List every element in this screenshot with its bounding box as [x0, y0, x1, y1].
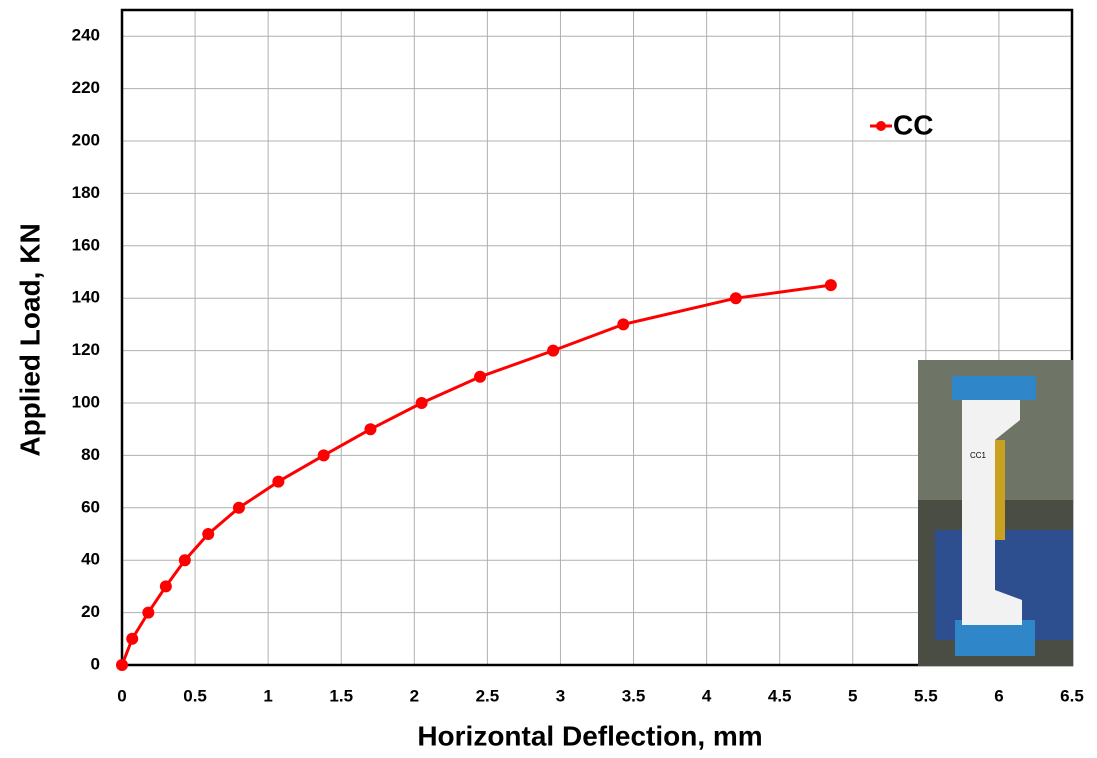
x-tick-label: 0 [117, 686, 126, 705]
x-tick-label: 0.5 [183, 686, 207, 705]
inset-photo: CC1 [918, 360, 1073, 666]
x-tick-label: 6 [994, 686, 1003, 705]
data-point [126, 632, 139, 645]
y-tick-label: 160 [72, 235, 100, 254]
series-line [120, 283, 832, 666]
x-tick-label: 1.5 [329, 686, 353, 705]
data-point [364, 423, 377, 436]
y-tick-label: 180 [72, 183, 100, 202]
data-point [415, 397, 428, 409]
y-tick-label: 40 [81, 550, 100, 569]
plot-frame [120, 8, 1074, 667]
y-tick-label: 200 [72, 130, 100, 149]
legend: CC [870, 109, 933, 140]
y-tick-label: 120 [72, 340, 100, 359]
y-tick-label: 0 [91, 654, 100, 673]
x-axis-title: Horizontal Deflection, mm [417, 720, 762, 751]
x-tick-label: 4.5 [768, 686, 792, 705]
photo-base-plate [955, 620, 1035, 656]
grid [121, 10, 1073, 666]
x-tick-label: 4 [702, 686, 712, 705]
x-tick-label: 2.5 [476, 686, 500, 705]
y-axis-title: Applied Load, KN [14, 223, 45, 456]
inset-label: CC1 [970, 451, 987, 460]
y-tick-label: 20 [81, 602, 100, 621]
x-tick-label: 5 [848, 686, 857, 705]
data-point [202, 528, 215, 540]
y-tick-label: 80 [81, 445, 100, 464]
y-tick-label: 240 [72, 26, 100, 45]
data-point [824, 279, 837, 292]
data-point [272, 475, 285, 488]
photo-top-plate [952, 376, 1036, 400]
data-point [617, 318, 630, 331]
data-point [474, 370, 487, 383]
y-tick-label: 220 [72, 78, 100, 97]
x-tick-label: 3.5 [622, 686, 646, 705]
x-tick-label: 6.5 [1060, 686, 1084, 705]
legend-marker [876, 121, 886, 131]
legend-label: CC [893, 109, 933, 140]
y-tick-label: 60 [81, 497, 100, 516]
data-point [142, 606, 155, 619]
y-tick-label: 140 [72, 288, 100, 307]
data-point [116, 659, 128, 671]
x-tick-label: 2 [410, 686, 419, 705]
x-tick-label: 5.5 [914, 686, 938, 705]
data-point [317, 449, 330, 462]
x-tick-label: 1 [263, 686, 272, 705]
data-point [178, 554, 191, 567]
data-point [159, 580, 172, 593]
series-layer [116, 279, 837, 671]
x-tick-label: 3 [556, 686, 565, 705]
y-tick-label: 100 [72, 392, 100, 411]
photo-specimen [962, 400, 1022, 625]
data-point [729, 292, 742, 305]
data-point [547, 344, 560, 357]
data-point [232, 501, 245, 514]
